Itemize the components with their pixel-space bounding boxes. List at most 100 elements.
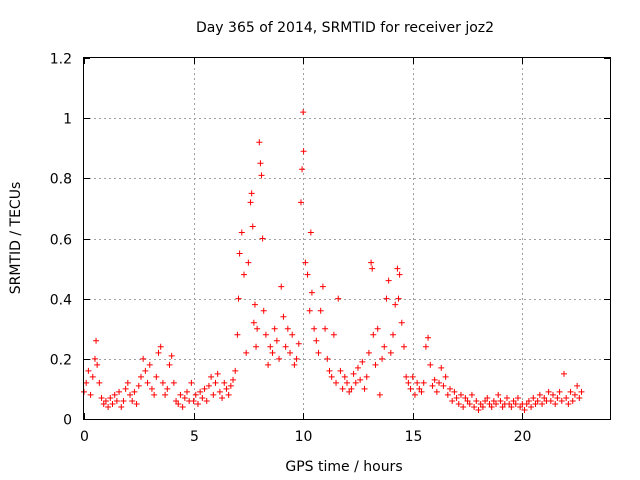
data-point	[276, 355, 283, 362]
data-point	[369, 265, 376, 272]
data-point	[438, 364, 445, 371]
y-tick-label: 0	[63, 413, 72, 429]
data-point	[337, 367, 344, 374]
data-point	[396, 271, 403, 278]
data-point	[300, 109, 307, 116]
data-point	[569, 397, 576, 404]
chart-title: Day 365 of 2014, SRMTID for receiver joz…	[196, 20, 494, 36]
y-tick-label: 0.4	[50, 293, 72, 309]
data-point	[109, 400, 116, 407]
data-point	[208, 373, 215, 380]
data-point	[194, 400, 201, 407]
data-point	[240, 271, 247, 278]
data-point	[293, 355, 300, 362]
grid-lines	[84, 58, 610, 419]
data-point	[576, 394, 583, 401]
y-tick-label: 1.2	[50, 52, 72, 68]
data-point	[471, 403, 478, 410]
data-point	[287, 349, 294, 356]
y-tick-label: 1	[63, 112, 72, 128]
data-point	[392, 301, 399, 308]
data-point	[253, 343, 260, 350]
data-point	[238, 229, 245, 236]
data-point	[361, 385, 368, 392]
data-point	[395, 295, 402, 302]
x-tick-labels: 0 5 10 15 20	[80, 429, 531, 445]
data-point	[201, 385, 208, 392]
data-point	[462, 394, 469, 401]
data-point	[232, 367, 239, 374]
data-point	[578, 388, 585, 395]
data-point	[451, 388, 458, 395]
x-tick-label: 5	[190, 429, 199, 445]
data-point	[199, 394, 206, 401]
data-point	[390, 331, 397, 338]
data-point	[335, 295, 342, 302]
data-point	[107, 394, 114, 401]
data-point	[140, 355, 147, 362]
data-point	[311, 325, 318, 332]
data-point	[302, 259, 309, 266]
data-point	[168, 352, 175, 359]
data-point	[411, 391, 418, 398]
data-point	[368, 259, 375, 266]
data-point	[98, 394, 105, 401]
data-point	[534, 397, 541, 404]
data-point	[247, 199, 254, 206]
data-point	[414, 379, 421, 386]
data-point	[265, 361, 272, 368]
data-point	[523, 400, 530, 407]
data-point	[477, 400, 484, 407]
data-point	[259, 235, 266, 242]
data-point	[93, 337, 100, 344]
data-point	[122, 385, 129, 392]
data-point	[234, 331, 241, 338]
data-point	[159, 379, 166, 386]
data-point	[135, 382, 142, 389]
data-point	[221, 379, 228, 386]
data-point	[387, 349, 394, 356]
data-point	[91, 355, 98, 362]
data-point	[464, 397, 471, 404]
data-point	[425, 334, 432, 341]
data-point	[89, 373, 96, 380]
data-point	[219, 394, 226, 401]
data-point	[359, 358, 366, 365]
data-points	[81, 109, 585, 413]
data-point	[124, 379, 131, 386]
data-point	[248, 190, 255, 197]
data-point	[273, 337, 280, 344]
data-point	[552, 400, 559, 407]
data-point	[304, 271, 311, 278]
data-point	[251, 301, 258, 308]
data-point	[400, 343, 407, 350]
data-point	[289, 331, 296, 338]
data-point	[175, 400, 182, 407]
data-point	[429, 382, 436, 389]
data-point	[556, 388, 563, 395]
data-point	[322, 325, 329, 332]
data-point	[258, 172, 265, 179]
data-point	[374, 325, 381, 332]
data-point	[493, 400, 500, 407]
data-point	[370, 331, 377, 338]
data-point	[350, 370, 357, 377]
data-point	[282, 343, 289, 350]
data-point	[383, 295, 390, 302]
data-point	[87, 391, 94, 398]
data-point	[278, 283, 285, 290]
y-tick-labels: 0 0.2 0.4 0.6 0.8 1 1.2	[50, 52, 72, 429]
data-point	[453, 394, 460, 401]
data-point	[405, 379, 412, 386]
data-point	[205, 382, 212, 389]
data-point	[488, 403, 495, 410]
data-point	[133, 400, 140, 407]
data-point	[267, 343, 274, 350]
y-axis-label: SRMTID / TECUs	[8, 182, 24, 295]
data-point	[512, 400, 519, 407]
data-point	[210, 391, 217, 398]
data-point	[111, 391, 118, 398]
data-point	[330, 331, 337, 338]
y-tick-label: 0.2	[50, 353, 72, 369]
data-point	[151, 391, 158, 398]
